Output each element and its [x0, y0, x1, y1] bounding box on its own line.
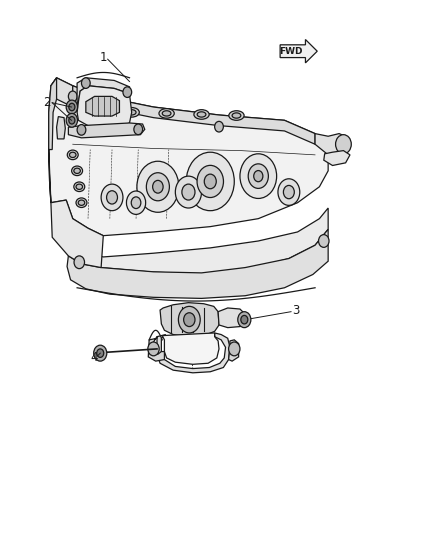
Circle shape — [106, 191, 117, 204]
Polygon shape — [51, 78, 73, 107]
Ellipse shape — [72, 166, 82, 175]
Circle shape — [175, 176, 201, 208]
Circle shape — [178, 306, 200, 333]
Polygon shape — [67, 229, 328, 298]
Circle shape — [197, 165, 223, 198]
Circle shape — [204, 174, 216, 189]
Polygon shape — [68, 123, 145, 138]
Circle shape — [318, 235, 329, 247]
Polygon shape — [324, 151, 350, 165]
Text: 1: 1 — [99, 51, 107, 64]
Text: 2: 2 — [43, 96, 50, 109]
Ellipse shape — [76, 198, 87, 207]
Circle shape — [77, 125, 86, 135]
Ellipse shape — [67, 150, 78, 160]
Circle shape — [241, 316, 248, 324]
Ellipse shape — [197, 112, 206, 117]
Circle shape — [336, 135, 351, 154]
Circle shape — [66, 100, 78, 114]
Circle shape — [278, 179, 300, 205]
Polygon shape — [77, 78, 130, 112]
Circle shape — [134, 124, 143, 135]
Text: 3: 3 — [292, 304, 299, 317]
Circle shape — [137, 161, 179, 212]
Circle shape — [94, 345, 107, 361]
Circle shape — [127, 191, 146, 214]
Text: FWD: FWD — [279, 47, 303, 55]
Circle shape — [66, 114, 78, 127]
Polygon shape — [160, 303, 219, 337]
Circle shape — [97, 103, 106, 114]
Circle shape — [148, 342, 159, 356]
Circle shape — [186, 152, 234, 211]
Polygon shape — [51, 200, 103, 268]
Circle shape — [229, 342, 240, 356]
Circle shape — [69, 117, 75, 124]
Circle shape — [254, 171, 263, 182]
Ellipse shape — [127, 110, 136, 115]
Polygon shape — [315, 134, 348, 155]
Ellipse shape — [159, 109, 174, 118]
Circle shape — [283, 185, 294, 199]
Circle shape — [182, 184, 195, 200]
Polygon shape — [162, 333, 219, 365]
Ellipse shape — [76, 184, 82, 189]
Polygon shape — [86, 96, 120, 116]
Circle shape — [97, 349, 104, 358]
Polygon shape — [57, 117, 65, 139]
Ellipse shape — [162, 111, 171, 116]
Circle shape — [68, 91, 77, 102]
Circle shape — [146, 173, 170, 201]
Polygon shape — [229, 340, 239, 361]
Circle shape — [101, 184, 123, 211]
Circle shape — [123, 87, 132, 98]
Ellipse shape — [232, 113, 241, 118]
Ellipse shape — [70, 152, 76, 158]
Circle shape — [248, 164, 268, 188]
Ellipse shape — [194, 110, 209, 119]
Ellipse shape — [124, 108, 139, 117]
Circle shape — [240, 154, 277, 198]
Circle shape — [81, 78, 90, 88]
Circle shape — [74, 256, 85, 269]
Ellipse shape — [74, 182, 85, 191]
Polygon shape — [68, 208, 328, 274]
Circle shape — [238, 312, 251, 328]
Polygon shape — [157, 333, 230, 373]
Polygon shape — [77, 86, 132, 128]
Circle shape — [69, 103, 75, 111]
Text: 4: 4 — [91, 351, 98, 365]
Circle shape — [131, 197, 141, 208]
Polygon shape — [148, 337, 164, 361]
Circle shape — [184, 313, 195, 327]
Polygon shape — [49, 78, 328, 236]
Ellipse shape — [74, 168, 81, 173]
Circle shape — [215, 122, 223, 132]
Ellipse shape — [78, 200, 85, 205]
Polygon shape — [49, 78, 57, 203]
Polygon shape — [218, 308, 245, 328]
Ellipse shape — [229, 111, 244, 120]
Circle shape — [152, 180, 163, 193]
Polygon shape — [280, 39, 317, 63]
Polygon shape — [73, 86, 315, 144]
